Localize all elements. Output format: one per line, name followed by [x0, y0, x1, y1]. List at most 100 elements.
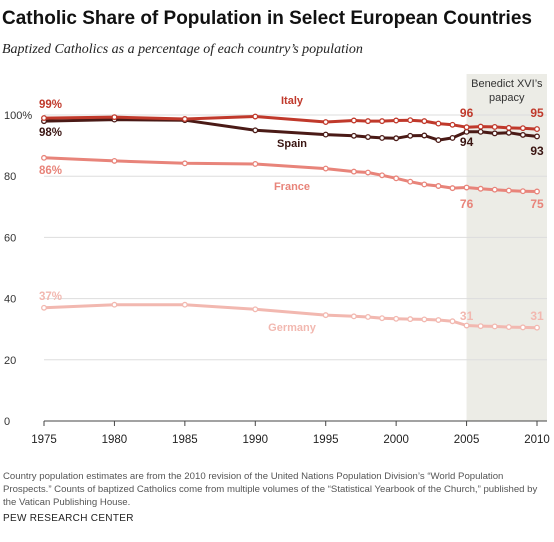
start-label-france: 86% [39, 165, 62, 177]
end-label-spain-2005: 94 [460, 135, 474, 149]
data-point-germany-1998 [365, 314, 371, 320]
data-point-germany-1997 [350, 313, 357, 320]
end-label-france-2005: 76 [460, 197, 474, 211]
data-point-italy-1975 [41, 115, 47, 122]
data-point-france-2001 [407, 178, 414, 185]
y-tick-label-20: 20 [4, 355, 16, 367]
data-point-spain-2001 [407, 132, 414, 139]
data-point-spain-1999 [379, 134, 386, 141]
end-label-france-2010: 75 [530, 197, 544, 211]
data-point-germany-2007 [491, 323, 498, 330]
start-label-italy: 99% [39, 99, 62, 111]
end-label-germany-2010: 31 [530, 309, 544, 323]
data-point-italy-1998 [365, 118, 371, 125]
end-label-germany-2005: 31 [460, 309, 474, 323]
data-point-spain-2003 [435, 137, 442, 144]
data-point-france-2008 [505, 187, 512, 194]
data-point-germany-1975 [41, 304, 47, 311]
data-point-italy-2006 [477, 123, 484, 130]
data-point-italy-1995 [322, 119, 329, 125]
data-point-italy-2009 [519, 125, 526, 132]
methodology-note: Country population estimates are from th… [3, 471, 538, 508]
x-tick-label-2005: 2005 [454, 434, 480, 446]
series-name-italy: Italy [281, 95, 304, 107]
series-name-germany: Germany [268, 322, 317, 334]
data-point-italy-2000 [393, 117, 400, 124]
series-name-france: France [274, 181, 310, 193]
x-tick-label-1995: 1995 [313, 434, 339, 446]
data-point-spain-1997 [350, 132, 357, 139]
data-point-italy-1997 [350, 117, 357, 124]
start-label-spain: 98% [39, 127, 62, 139]
data-point-italy-2010 [534, 126, 540, 133]
data-point-france-1998 [365, 169, 371, 176]
data-point-germany-2010 [534, 324, 540, 331]
data-point-germany-2003 [435, 317, 442, 323]
data-point-germany-2001 [407, 316, 414, 323]
data-point-italy-2001 [407, 117, 414, 124]
axes: 0 20 40 60 80 100% 1975 1980 1985 1990 1995 2000 200… [4, 110, 550, 446]
data-point-spain-1995 [322, 131, 329, 138]
x-tick-label-1980: 1980 [102, 434, 128, 446]
gridlines [44, 114, 547, 361]
line-chart: Benedict XVI’s papacy 0 20 40 60 80 100% 1975 19… [4, 74, 550, 446]
y-tick-label-80: 80 [4, 171, 16, 183]
data-point-germany-1980 [111, 301, 118, 308]
data-point-france-2005 [463, 184, 470, 191]
data-point-spain-2006 [477, 128, 484, 135]
end-label-spain-2010: 93 [530, 144, 544, 158]
y-tick-label-100: 100% [4, 110, 32, 122]
data-labels-group: Italy 99% 96 95 Spain 98% 94 93 France 86% 76 75 Ger… [39, 95, 544, 334]
data-point-france-1985 [181, 160, 188, 167]
y-tick-label-0: 0 [4, 416, 10, 428]
data-point-france-2007 [491, 186, 498, 193]
data-point-germany-2008 [505, 324, 512, 331]
data-point-germany-2002 [421, 316, 428, 323]
data-point-germany-2009 [519, 324, 526, 331]
x-tick-label-1975: 1975 [31, 434, 57, 446]
data-point-france-1975 [41, 154, 47, 161]
data-point-france-1980 [111, 157, 118, 164]
data-point-france-1995 [322, 165, 329, 172]
data-point-france-1990 [252, 161, 259, 167]
data-point-spain-1998 [365, 134, 371, 140]
x-tick-label-2010: 2010 [524, 434, 550, 446]
data-point-italy-2003 [435, 120, 442, 127]
data-point-spain-2004 [449, 134, 456, 141]
data-point-italy-1990 [252, 113, 259, 120]
data-point-france-2006 [477, 185, 484, 192]
data-point-france-2009 [519, 188, 526, 195]
source-credit: PEW RESEARCH CENTER [3, 513, 134, 524]
data-point-italy-1985 [181, 116, 188, 122]
data-point-spain-2005 [463, 128, 470, 135]
data-point-italy-2008 [505, 124, 512, 131]
x-tick-label-1985: 1985 [172, 434, 198, 446]
data-point-germany-1995 [322, 312, 329, 319]
y-tick-label-60: 60 [4, 232, 16, 244]
data-point-spain-2007 [491, 130, 498, 137]
data-point-germany-1990 [252, 306, 259, 313]
data-point-italy-2004 [449, 121, 456, 128]
data-point-france-2004 [449, 185, 456, 192]
x-tick-label-2000: 2000 [383, 434, 409, 446]
data-point-france-2010 [534, 188, 540, 195]
data-point-germany-2000 [393, 315, 400, 322]
data-point-france-2000 [393, 175, 400, 182]
data-point-france-2002 [421, 181, 428, 188]
data-point-germany-2005 [463, 322, 470, 329]
chart-title: Catholic Share of Population in Select E… [2, 8, 532, 29]
data-point-france-2003 [435, 183, 442, 189]
data-point-spain-2002 [421, 132, 428, 139]
series-group [41, 113, 540, 331]
papacy-label-line2: papacy [489, 92, 525, 104]
data-point-spain-1990 [252, 127, 259, 134]
data-point-italy-2005 [463, 124, 470, 131]
data-point-spain-2010 [534, 133, 540, 140]
data-point-italy-2007 [491, 123, 498, 130]
chart-subtitle: Baptized Catholics as a percentage of ea… [2, 42, 363, 57]
data-point-spain-2000 [393, 135, 400, 142]
end-label-italy-2010: 95 [530, 106, 544, 120]
series-name-spain: Spain [277, 138, 307, 150]
x-tick-label-1990: 1990 [242, 434, 268, 446]
y-tick-label-40: 40 [4, 294, 16, 306]
